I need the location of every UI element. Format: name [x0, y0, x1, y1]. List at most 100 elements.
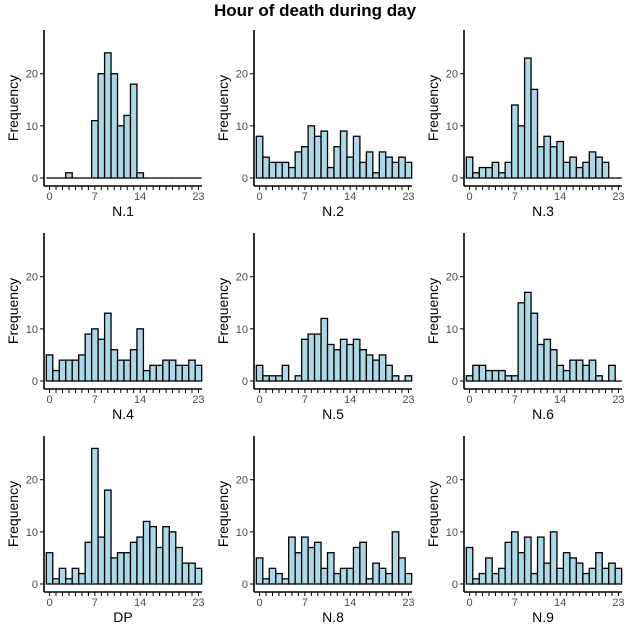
histogram-bar: [275, 375, 283, 382]
x-tick-label: 7: [512, 394, 518, 406]
histogram-bar: [510, 104, 519, 179]
y-tick-label: 0: [452, 376, 458, 388]
histogram-bar: [129, 83, 138, 179]
histogram-bar: [365, 578, 374, 585]
y-tick-label: 0: [242, 173, 248, 185]
histogram-bar: [504, 541, 513, 585]
x-tick-label: 14: [344, 597, 356, 609]
histogram-bar: [65, 359, 73, 382]
histogram-bar: [339, 567, 348, 585]
y-tick-label: 20: [236, 475, 248, 487]
histogram-bar: [326, 552, 335, 585]
histogram-bar: [372, 172, 380, 179]
x-tick-label: 23: [192, 191, 204, 203]
histogram-bar: [65, 578, 73, 585]
x-axis-title: N.1: [112, 203, 134, 219]
histogram-bar: [569, 557, 578, 585]
histogram-bar: [262, 578, 270, 585]
histogram-bar: [97, 536, 106, 585]
y-tick-label: 20: [236, 272, 248, 284]
histogram-bar: [536, 343, 545, 382]
histogram-bar: [110, 73, 119, 179]
histogram-bar: [372, 562, 380, 585]
histogram-bar: [398, 156, 406, 179]
histogram-bar: [517, 302, 526, 382]
histogram-bar: [562, 369, 571, 382]
histogram-bar: [255, 135, 264, 179]
histogram-bar: [608, 562, 616, 585]
histogram-bar: [485, 166, 493, 179]
x-tick-label: 7: [92, 191, 98, 203]
histogram-bar: [339, 130, 348, 179]
histogram-bar: [608, 364, 616, 382]
histogram-bar: [595, 156, 603, 179]
histogram-bar: [391, 375, 400, 382]
x-tick-label: 23: [192, 394, 204, 406]
histogram-bar: [52, 369, 60, 382]
histogram-bar: [136, 536, 145, 585]
histogram-bar: [281, 161, 290, 179]
histogram-bar: [562, 552, 571, 585]
histogram-bar: [268, 161, 277, 179]
histogram-bar: [333, 349, 342, 382]
histogram-bar: [188, 359, 196, 382]
histogram-bar: [300, 338, 309, 382]
y-tick-label: 20: [446, 475, 458, 487]
histogram-bar: [268, 567, 277, 585]
histogram-bar: [588, 567, 597, 585]
histogram-bar: [385, 572, 393, 585]
y-tick-label: 10: [446, 527, 458, 539]
histogram-bar: [359, 349, 368, 382]
histogram-bar: [339, 338, 348, 382]
x-tick-label: 23: [192, 597, 204, 609]
histogram-bar: [543, 338, 552, 382]
histogram-bar: [168, 531, 177, 585]
histogram-bar: [562, 161, 571, 179]
histogram-bar: [595, 375, 603, 382]
histogram-bar: [116, 125, 125, 179]
y-axis-title: Frequency: [5, 75, 21, 141]
histogram-bar: [313, 541, 322, 585]
x-axis-title: N.5: [322, 406, 344, 422]
histogram-bar: [523, 57, 532, 179]
y-axis-title: Frequency: [425, 278, 441, 344]
histogram-bar: [194, 364, 203, 382]
histogram-bar: [320, 567, 329, 585]
histogram-bar: [378, 354, 387, 382]
histogram-bar: [97, 338, 106, 382]
histogram-bar: [465, 375, 474, 382]
histogram-bar: [569, 359, 578, 382]
x-axis-title: N.2: [322, 203, 344, 219]
histogram-bar: [333, 572, 342, 585]
y-tick-label: 20: [26, 475, 38, 487]
histogram-bar: [116, 359, 125, 382]
histogram-bar: [614, 567, 623, 585]
histogram-bar: [294, 375, 303, 382]
y-axis-title: Frequency: [215, 481, 231, 547]
histogram-bar: [601, 567, 610, 585]
histogram-bar: [84, 333, 93, 382]
histogram-bar: [478, 364, 487, 382]
histogram-bar: [472, 172, 480, 179]
histogram-bar: [549, 531, 558, 585]
histogram-bar: [465, 156, 474, 179]
histogram-bar: [71, 567, 80, 585]
histogram-bar: [601, 161, 610, 179]
x-tick-label: 23: [612, 394, 624, 406]
y-tick-label: 10: [26, 324, 38, 336]
y-tick-label: 10: [446, 324, 458, 336]
histogram-bar: [155, 546, 164, 585]
histogram-bar: [294, 151, 303, 179]
x-tick-label: 7: [302, 394, 308, 406]
histogram-bar: [523, 291, 532, 382]
histogram-bar: [359, 161, 368, 179]
x-tick-label: 14: [344, 394, 356, 406]
histogram-bar: [262, 156, 270, 179]
histogram-bar: [97, 73, 106, 179]
histogram-bar: [255, 364, 264, 382]
histogram-bar: [478, 166, 487, 179]
histogram-bar: [103, 489, 112, 585]
histogram-bar: [575, 166, 584, 179]
histogram-bar: [478, 572, 487, 585]
histogram-bar: [307, 125, 316, 179]
